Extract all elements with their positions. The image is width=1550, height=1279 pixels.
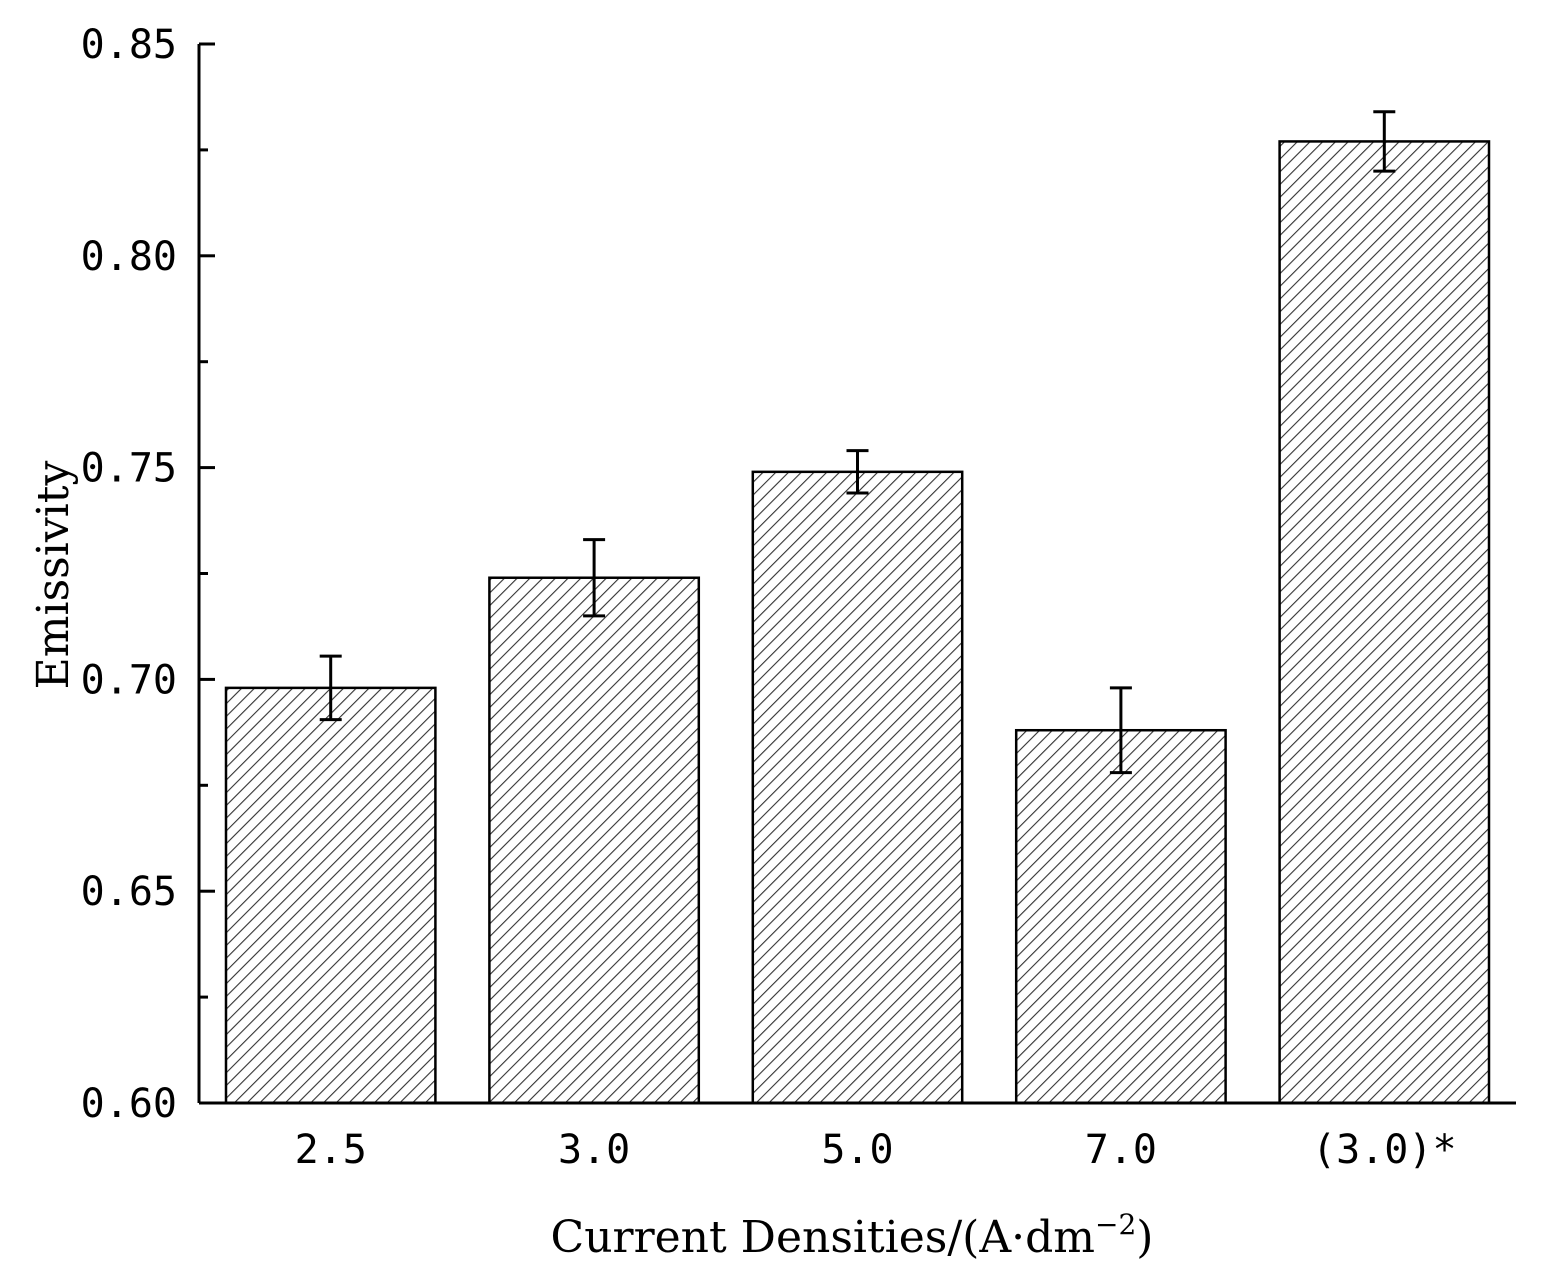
x-tick-label: 2.5	[295, 1127, 367, 1173]
y-tick-label: 0.60	[81, 1081, 177, 1127]
y-axis-title: Emissivity	[28, 461, 79, 690]
bar	[1278, 140, 1491, 1105]
x-axis-title-suffix: )	[1136, 1212, 1153, 1263]
bars-layer	[224, 140, 1491, 1105]
y-ticks: 0.60 0.65 0.70 0.75 0.80 0.85	[81, 22, 215, 1127]
bar	[488, 576, 701, 1105]
bar	[1014, 728, 1227, 1105]
x-tick-label: 7.0	[1085, 1127, 1157, 1173]
x-axis-title-superscript: −2	[1095, 1208, 1136, 1241]
x-axis-title-main: Current Densities/(A·dm	[551, 1212, 1095, 1263]
error-bars-layer	[319, 110, 1396, 775]
y-tick-label: 0.70	[81, 657, 177, 703]
y-tick-label: 0.85	[81, 22, 177, 68]
x-ticks: 2.5 3.0 5.0 7.0 (3.0)*	[295, 1127, 1457, 1173]
y-tick-label: 0.65	[81, 869, 177, 915]
y-tick-label: 0.80	[81, 234, 177, 280]
x-tick-label: 3.0	[558, 1127, 630, 1173]
y-tick-label: 0.75	[81, 446, 177, 492]
x-axis-title: Current Densities/(A·dm−2)	[551, 1208, 1154, 1263]
bar	[224, 686, 437, 1105]
x-tick-label: 5.0	[821, 1127, 893, 1173]
bar	[751, 470, 964, 1105]
x-tick-label: (3.0)*	[1312, 1127, 1457, 1173]
